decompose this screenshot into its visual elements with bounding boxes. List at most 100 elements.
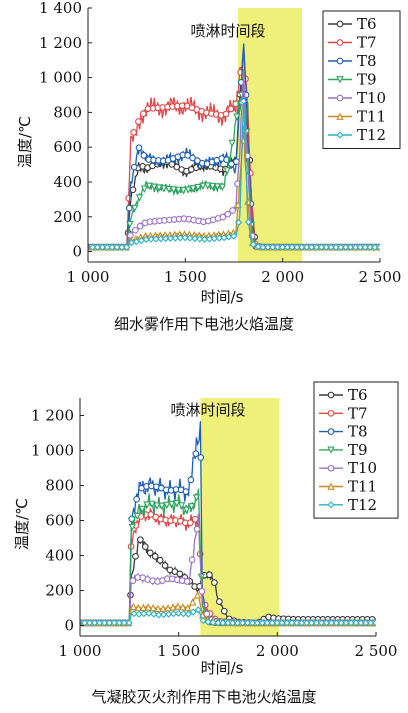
series-T10-point [183,578,191,585]
series-T12-point [219,619,227,627]
spray-period-label: 喷淋时间段 [170,401,245,419]
series-T12-point [91,619,99,627]
legend-entry-T7: T7 [319,404,368,422]
x-tick-label: 2 000 [261,268,304,286]
series-T9-point [199,182,207,191]
legend-marker [327,482,335,490]
y-axis-label: 温度/℃ [13,498,31,550]
series-T11-point [129,602,138,611]
x-axis-label: 时间/s [201,288,244,306]
series-T12-point [155,611,163,619]
series-T12-point [186,234,194,242]
series-T10-point [219,213,227,221]
legend-entry-T8: T8 [319,423,368,441]
series-T12-point [274,243,282,251]
series-T12-point [152,235,160,243]
legend-marker [336,131,344,139]
series-T12-point [130,609,138,618]
series-T10-point [131,226,139,234]
series-T12-point [147,235,155,243]
series-T9-point [138,505,146,514]
series-T9-point [213,183,222,191]
series-T12-point [293,619,301,627]
series-T12-point [263,619,271,627]
series-T10-point [129,577,137,585]
legend-entry-T10: T10 [319,459,377,477]
series-T9-point [126,221,134,229]
legend-label: T11 [357,108,386,126]
legend-marker [336,39,344,46]
series-T12-point [303,619,311,627]
series-T12-point [312,243,321,251]
series-T7-point [139,110,147,118]
series-T12-point [135,610,143,618]
series-T12-point [342,243,350,251]
series-T11-point [169,603,177,611]
series-T10-point [127,232,134,239]
series-T6-point [146,549,154,557]
series-T12-point [199,616,207,625]
series-T11-point [184,603,192,612]
series-T7-point [147,511,155,518]
series-T9-point [194,183,202,192]
series-T12-point [372,619,376,627]
y-tick-label: 400 [45,547,74,565]
series-T12-point [264,243,272,251]
series-T8-point [182,488,190,495]
legend-entry-T10: T10 [328,89,386,107]
series-T12-point [322,243,330,251]
series-T11-point [154,604,162,613]
series-T12-point [120,619,128,627]
legend-label: T11 [348,478,377,496]
y-tick-label: 1 000 [31,442,74,460]
series-T9-point [204,182,212,190]
series-T12-point [273,619,281,627]
y-tick-label: 600 [45,512,74,530]
series-T12-point [327,243,335,251]
series-T9-point [174,186,183,195]
series-T9-point [158,502,166,511]
legend-marker [336,57,344,65]
series-T12-point [145,609,153,617]
series-T6-point [156,556,164,564]
series-T12-point [342,619,350,627]
x-tick-label: 1 500 [157,642,200,660]
series-T12-point [317,619,326,627]
series-T12-point [278,619,286,627]
series-T11-point [139,603,148,611]
y-tick-label: 1 400 [39,0,82,17]
chart-1-caption: 细水雾作用下电池火焰温度 [113,315,294,333]
series-T12 [80,606,376,627]
series-T12-point [239,97,248,105]
series-T9-point [218,183,227,192]
y-tick-label: 1 200 [39,34,82,52]
series-T12-point [234,619,242,627]
series-T12-point [288,243,296,251]
series-T10-point [193,525,201,533]
legend-entry-T12: T12 [328,126,386,144]
series-T9-point [160,185,168,193]
series-T12-point [361,243,369,251]
legend-marker [327,501,335,509]
series-T12-point [269,243,277,251]
y-tick-label: 400 [53,173,82,191]
series-T12-point [298,243,306,251]
series-T12-point [327,619,335,627]
series-T12-point [347,619,355,627]
series-T7-point [135,118,142,125]
y-tick-label: 1 000 [39,69,82,87]
y-tick-label: 1 200 [31,407,74,425]
series-T12-point [113,243,121,251]
legend-label: T8 [348,423,368,441]
legend-marker [327,391,335,399]
series-T8-point [125,204,133,212]
series-T12-point [352,619,360,627]
series-T9-point [153,502,161,510]
series-T12-point [103,243,111,251]
series-T12-point [332,619,340,627]
y-tick-label: 200 [45,582,74,600]
series-T12-point [248,619,257,627]
